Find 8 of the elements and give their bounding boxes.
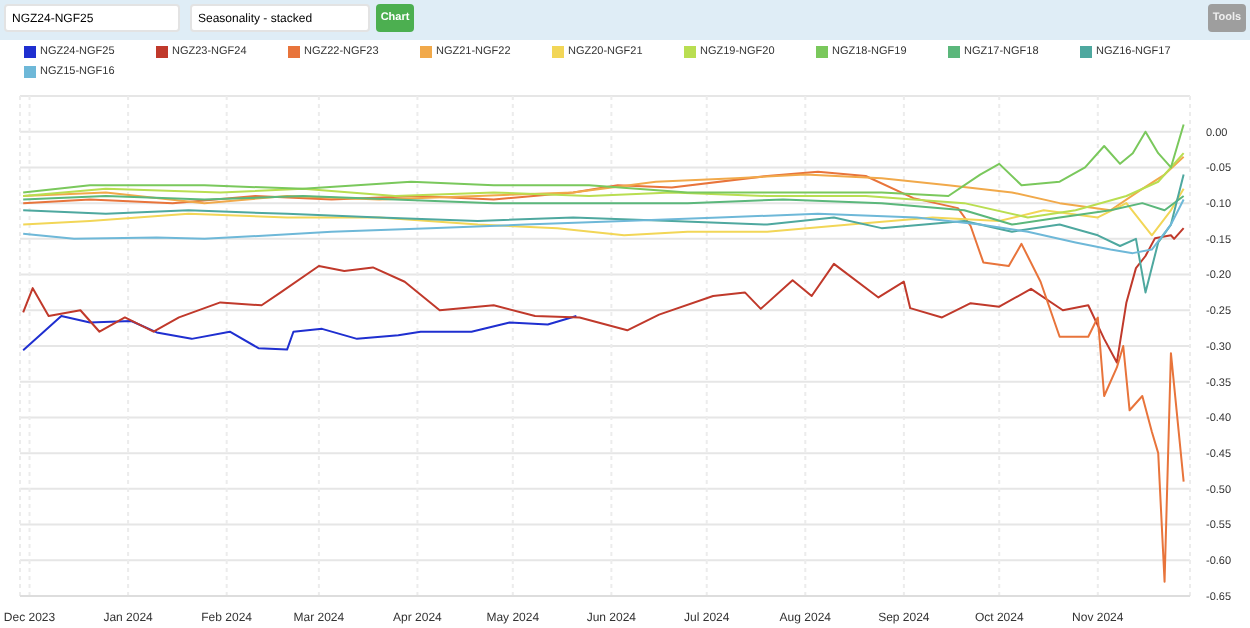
line-series <box>22 170 1185 583</box>
line-series <box>22 187 1185 237</box>
line-series <box>22 195 1185 226</box>
line-series <box>22 123 1185 197</box>
line-series <box>22 198 1185 255</box>
line-series <box>22 173 1185 294</box>
line-series <box>22 227 1185 364</box>
line-series <box>22 315 578 352</box>
